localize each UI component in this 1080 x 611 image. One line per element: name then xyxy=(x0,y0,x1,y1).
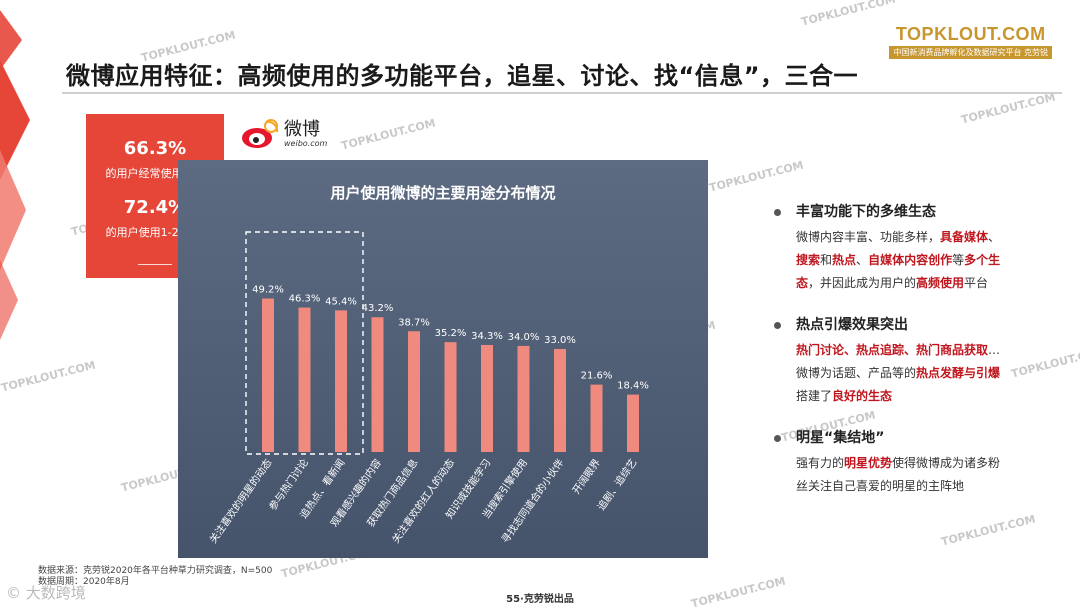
stats-divider xyxy=(138,264,172,265)
highlight-text: 搜索 xyxy=(796,253,821,267)
category-label: 开阔眼界 xyxy=(569,456,603,496)
stat-value-daily: 72.4% xyxy=(123,197,187,218)
highlight-text: 具备媒体 xyxy=(940,230,989,244)
bar xyxy=(554,349,566,452)
category-label: 寻找志同道合的小伙伴 xyxy=(498,456,566,545)
watermark: TOPKLOUT.COM xyxy=(799,0,897,29)
chart-title: 用户使用微博的主要用途分布情况 xyxy=(330,184,555,202)
data-label: 33.0% xyxy=(544,335,576,346)
page-title: 微博应用特征：高频使用的多功能平台，追星、讨论、找“信息”，三合一 xyxy=(66,62,859,90)
data-source: 数据来源：克劳锐2020年各平台种草力研究调查，N=500 数据周期：2020年… xyxy=(38,566,272,588)
highlight-text: 多个生 xyxy=(964,253,1001,267)
bar xyxy=(371,317,384,452)
text-span: 搭建了 xyxy=(796,389,833,403)
insight-heading: 明星“集结地” xyxy=(770,428,1060,448)
chart-panel: 用户使用微博的主要用途分布情况 49.2% 关注喜欢的明星的动态 46.3% 参与热门讨… xyxy=(178,160,708,558)
highlight-text: 高频使用 xyxy=(916,276,965,290)
text-span: 等 xyxy=(952,253,965,267)
bar xyxy=(298,307,311,452)
data-label: 34.0% xyxy=(508,332,540,343)
logo-text: TOPKLOUT.COM xyxy=(895,24,1046,44)
topklout-logo: TOPKLOUT.COM 中国新消费品牌孵化及数据研究平台 克劳锐 xyxy=(889,24,1052,59)
insight-ecosystem: 丰富功能下的多维生态 微博内容丰富、功能多样，具备媒体、 搜索和热点、自媒体内容… xyxy=(770,202,1060,295)
insight-celebrity: 明星“集结地” 强有力的明星优势使得微博成为诸多粉 丝关注自己喜爱的明星的主阵地 xyxy=(770,428,1060,498)
stat-value-frequent: 66.3% xyxy=(123,138,187,159)
insights-panel: 丰富功能下的多维生态 微博内容丰富、功能多样，具备媒体、 搜索和热点、自媒体内容… xyxy=(770,202,1060,518)
bar xyxy=(262,298,274,452)
logo-subtitle: 中国新消费品牌孵化及数据研究平台 克劳锐 xyxy=(889,46,1052,59)
text-span: 平台 xyxy=(964,276,989,290)
data-label: 34.3% xyxy=(471,331,503,342)
data-label: 35.2% xyxy=(435,328,467,339)
data-label: 18.4% xyxy=(617,381,649,392)
text-span: 微博内容丰富、功能多样， xyxy=(796,230,941,244)
bar xyxy=(517,345,530,452)
insight-heading: 热点引爆效果突出 xyxy=(770,315,1060,335)
highlight-text: 良好的生态 xyxy=(832,389,893,403)
insight-body: 强有力的明星优势使得微博成为诸多粉 丝关注自己喜爱的明星的主阵地 xyxy=(770,452,1060,498)
bottom-left-watermark: © 大数跨境 xyxy=(6,584,86,602)
text-span: 强有力的 xyxy=(796,456,845,470)
watermark: TOPKLOUT.COM xyxy=(959,90,1057,127)
title-divider xyxy=(62,92,1062,94)
weibo-url: weibo.com xyxy=(284,138,328,148)
bar xyxy=(335,310,347,452)
text-span: … xyxy=(988,343,1001,357)
bar xyxy=(481,344,493,452)
data-label: 43.2% xyxy=(362,303,394,314)
data-label: 46.3% xyxy=(289,294,321,305)
source-period: 数据周期：2020年8月 xyxy=(38,577,130,587)
source-line: 数据来源：克劳锐2020年各平台种草力研究调查，N=500 xyxy=(38,566,273,576)
bar xyxy=(627,394,639,452)
insight-heading: 丰富功能下的多维生态 xyxy=(770,202,1060,222)
highlight-text: 态 xyxy=(796,276,809,290)
category-label: 关注喜欢的红人的动态 xyxy=(389,456,457,545)
page-footer: 55·克劳锐出品 xyxy=(506,594,574,605)
text-span: 使得微博成为诸多粉 xyxy=(892,456,1001,470)
left-decoration xyxy=(0,10,30,340)
bar xyxy=(408,331,420,452)
watermark: TOPKLOUT.COM xyxy=(339,116,437,153)
text-span: 微博为话题、产品等的 xyxy=(796,366,917,380)
text-span: ，并因此成为用户的 xyxy=(808,276,917,290)
data-label: 49.2% xyxy=(252,284,284,295)
text-span: 和 xyxy=(820,253,833,267)
highlight-text: 明星优势 xyxy=(844,456,893,470)
insight-body: 微博内容丰富、功能多样，具备媒体、 搜索和热点、自媒体内容创作等多个生 态，并因… xyxy=(770,226,1060,295)
highlight-box xyxy=(245,231,364,455)
insight-hotspot: 热点引爆效果突出 热门讨论、热点追踪、热门商品获取… 微博为话题、产品等的热点发… xyxy=(770,315,1060,408)
highlight-text: 热点 xyxy=(832,253,857,267)
data-label: 38.7% xyxy=(398,317,430,328)
data-label: 45.4% xyxy=(325,296,357,307)
weibo-logo: 微博 weibo.com xyxy=(240,118,327,150)
highlight-text: 热点发酵与引爆 xyxy=(916,366,1001,380)
bar xyxy=(444,342,457,452)
bar xyxy=(590,384,603,452)
text-span: 、 xyxy=(856,253,869,267)
highlight-text: 自媒体内容创作 xyxy=(868,253,953,267)
text-span: 、 xyxy=(988,230,1001,244)
watermark: TOPKLOUT.COM xyxy=(707,158,805,195)
category-label: 关注喜欢的明星的动态 xyxy=(206,456,274,545)
text-span: 丝关注自己喜爱的明星的主阵地 xyxy=(796,479,965,493)
highlight-text: 热门讨论、热点追踪、热门商品获取 xyxy=(796,343,989,357)
weibo-name: 微博 xyxy=(284,118,320,140)
usage-bar-chart: 用户使用微博的主要用途分布情况49.2%关注喜欢的明星的动态46.3%参与热门讨… xyxy=(206,184,649,546)
weibo-icon xyxy=(242,119,279,148)
data-label: 21.6% xyxy=(581,371,613,382)
insight-body: 热门讨论、热点追踪、热门商品获取… 微博为话题、产品等的热点发酵与引爆 搭建了良… xyxy=(770,339,1060,408)
